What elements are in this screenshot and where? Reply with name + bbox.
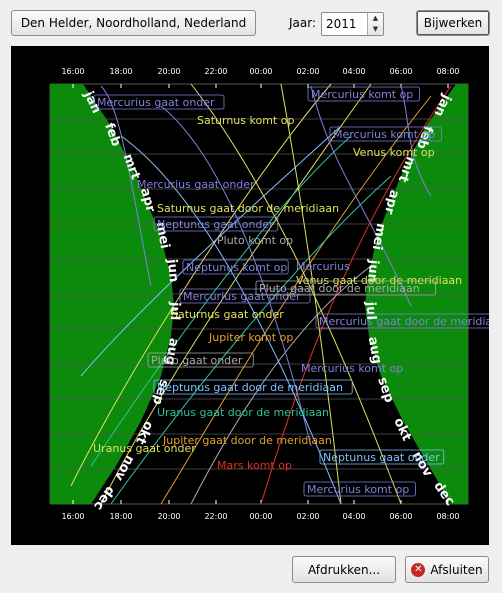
night-chart: 16:00 16:00 18:00 18:00 20:00 20:00 22:00 22:00… (11, 46, 502, 545)
event-label: Mercurius gaat door de meridiaan (319, 315, 489, 328)
time-tick-bottom: 04:00 (342, 512, 365, 521)
event-curve (80, 125, 342, 377)
month-label-right: aug (365, 336, 385, 366)
month-label-right: jul (363, 301, 379, 321)
event-curve (190, 83, 402, 505)
year-input[interactable]: 2011 (326, 17, 357, 31)
event-label-box (153, 379, 353, 395)
event-label: Jupiter gaat door de meridiaan (162, 434, 332, 447)
event-label-box (319, 449, 445, 465)
event-curve (260, 85, 452, 505)
event-label: Mercurius komt op (311, 88, 413, 101)
event-label: Pluto komt op (217, 234, 293, 247)
event-label-box (303, 481, 416, 497)
time-tick-bottom: 22:00 (204, 512, 227, 521)
month-label-right: jun (364, 258, 381, 283)
spin-down-icon[interactable]: ▼ (372, 25, 379, 33)
event-label-box (315, 313, 502, 329)
time-tick-bottom: 16:00 (61, 512, 84, 521)
event-curve (100, 85, 152, 287)
time-tick-top: 22:00 (204, 67, 227, 76)
year-spinbox[interactable]: 2011 ▲ ▼ (321, 12, 384, 36)
time-tick-bottom: 06:00 (389, 512, 412, 521)
event-label-box (153, 216, 279, 232)
event-curve (160, 105, 312, 447)
print-button[interactable]: Afdrukken... (292, 556, 396, 583)
time-tick-bottom: 02:00 (296, 512, 319, 521)
update-button-label: Bijwerken (423, 16, 483, 30)
month-label-left: jul (167, 301, 183, 321)
time-tick-top: 06:00 (389, 67, 412, 76)
event-curve (160, 95, 432, 505)
event-label: Jupiter komt op (208, 331, 293, 344)
month-label-right: mei (369, 222, 388, 251)
month-label-left: mei (153, 221, 172, 250)
event-curve (100, 83, 372, 505)
event-label: Saturnus gaat onder (171, 308, 284, 321)
event-label-box (182, 259, 289, 275)
event-label-box (147, 352, 254, 368)
event-label: Saturnus komt op (197, 114, 294, 127)
event-label: Mercurius komt op (307, 483, 409, 496)
time-tick-top: 00:00 (249, 67, 272, 76)
close-button-label: Afsluiten (430, 562, 483, 577)
time-tick-bottom: 08:00 (436, 512, 459, 521)
time-tick-top: 20:00 (157, 67, 180, 76)
month-label-left: aug (162, 337, 182, 367)
spin-up-icon[interactable]: ▲ (372, 14, 379, 22)
event-label: Neptunus gaat onder (157, 218, 274, 231)
event-label: Neptunus gaat door de meridiaan (157, 381, 343, 394)
event-label: Venus gaat door de meridiaan (296, 274, 462, 287)
event-label: Mercurius komt op (301, 362, 403, 375)
event-curve (190, 265, 372, 505)
event-label: Mercurius gaat onder (137, 178, 255, 191)
time-tick-top: 04:00 (342, 67, 365, 76)
event-label: Venus komt op (353, 146, 435, 159)
event-label-box (255, 280, 437, 296)
event-label: Mercurius gaat onder (97, 96, 215, 109)
event-label: Pluto gaat onder (151, 354, 243, 367)
event-label: Mercurius (296, 260, 350, 273)
event-curve (90, 135, 352, 467)
event-label: Mercurius gaat onder (183, 290, 301, 303)
location-button[interactable]: Den Helder, Noordholland, Nederland (11, 10, 256, 36)
time-tick-top: 08:00 (436, 67, 459, 76)
time-tick-bottom: 00:00 (249, 512, 272, 521)
event-label-box (179, 288, 311, 304)
time-tick-bottom: 18:00 (109, 512, 132, 521)
event-label: Mercurius komt op (333, 128, 435, 141)
time-tick-top: 18:00 (109, 67, 132, 76)
update-button[interactable]: Bijwerken (416, 10, 490, 36)
event-curve (120, 135, 342, 505)
event-label: Neptunus komt op (186, 261, 287, 274)
close-icon: ✕ (411, 562, 426, 577)
event-label: Mars komt op (217, 459, 292, 472)
event-label: Pluto gaat door de meridiaan (259, 282, 420, 295)
event-label-box (93, 94, 225, 110)
close-button[interactable]: ✕ Afsluiten (405, 556, 489, 583)
event-label-box (329, 126, 442, 142)
event-curve (70, 83, 332, 487)
location-button-label: Den Helder, Noordholland, Nederland (20, 16, 247, 30)
event-label: Uranus gaat door de meridiaan (157, 406, 329, 419)
event-label: Saturnus gaat door de meridiaan (157, 202, 339, 215)
event-curve (280, 83, 342, 505)
event-label: Neptunus gaat onder (323, 451, 440, 464)
time-tick-bottom: 20:00 (157, 512, 180, 521)
year-label: Jaar: (289, 16, 317, 30)
event-curve (310, 85, 412, 307)
month-label-left: apr (137, 186, 158, 214)
print-button-label: Afdrukken... (307, 562, 381, 577)
time-tick-top: 16:00 (61, 67, 84, 76)
event-label: Uranus gaat onder (93, 442, 196, 455)
event-curve (110, 175, 392, 505)
month-label-left: jun (164, 258, 181, 283)
spin-buttons: ▲ ▼ (367, 13, 383, 35)
event-label-box (307, 86, 420, 102)
month-label-right: apr (381, 188, 402, 216)
chart-svg: 16:00 16:00 18:00 18:00 20:00 20:00 22:00 22:00… (49, 67, 502, 521)
time-tick-top: 02:00 (296, 67, 319, 76)
